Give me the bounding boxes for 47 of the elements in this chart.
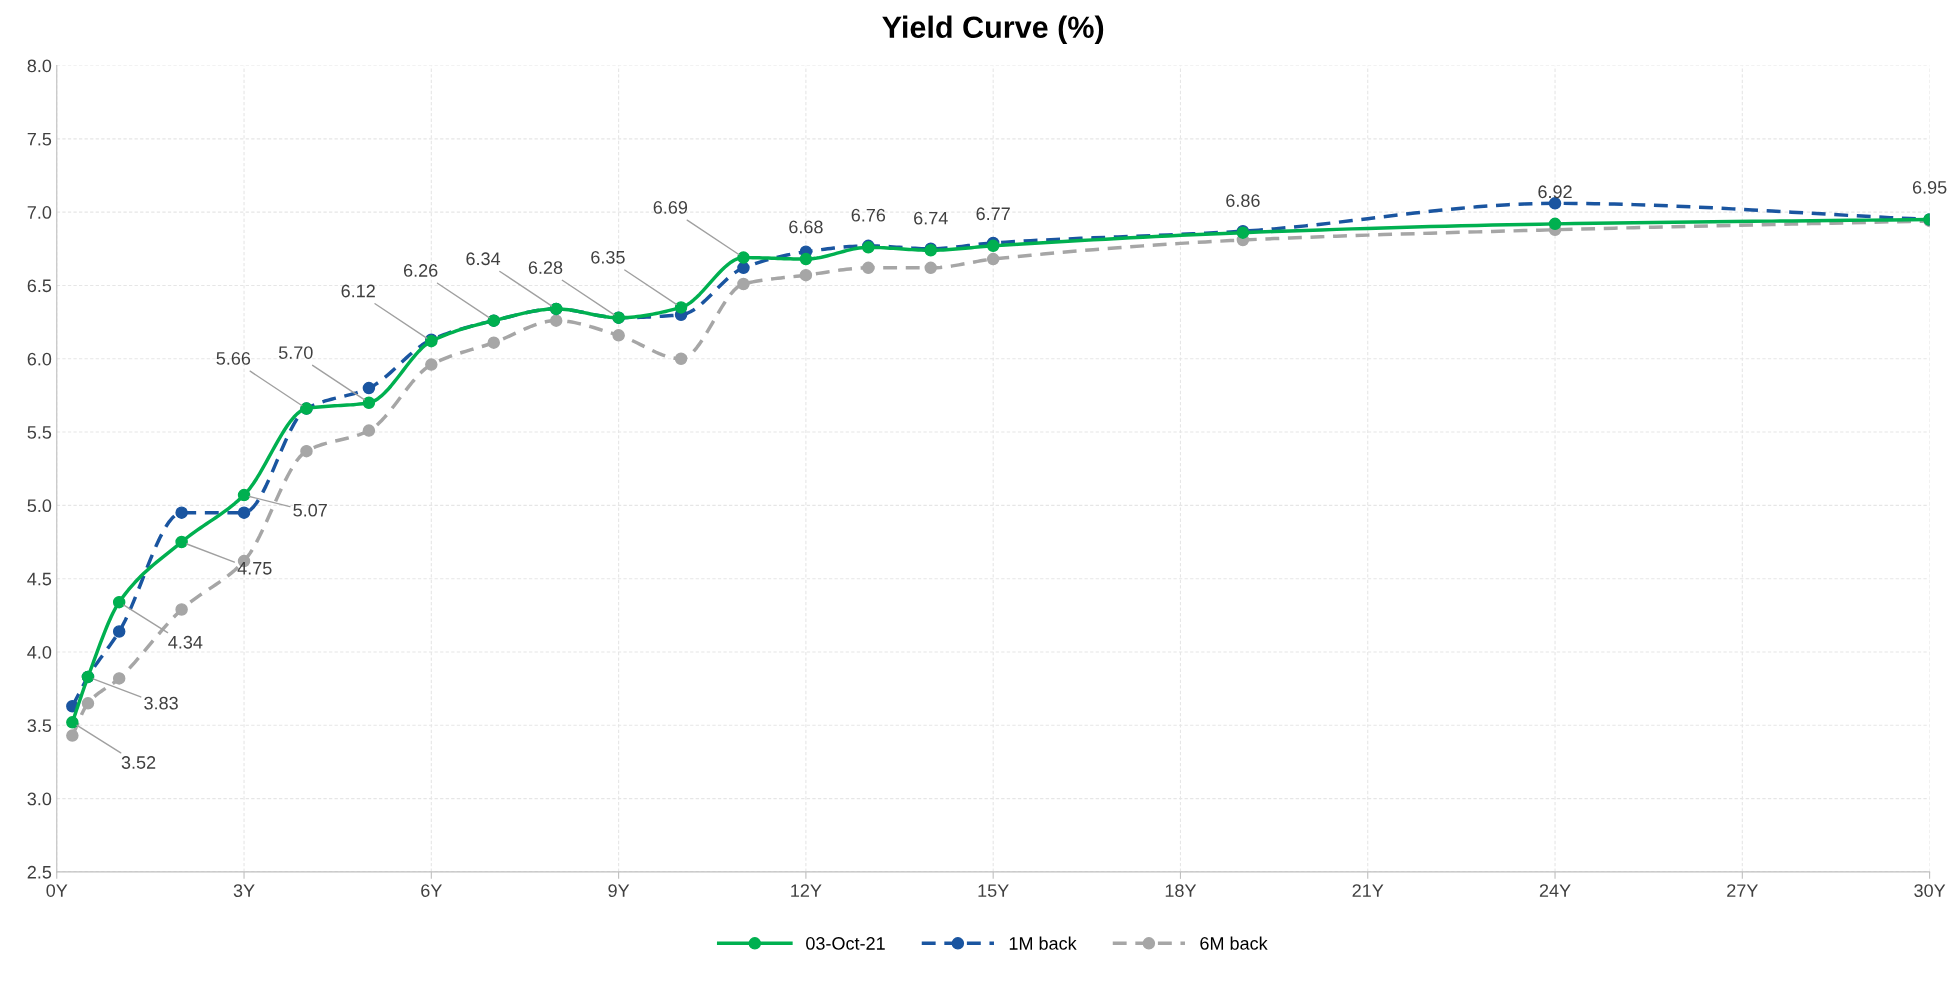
data-label: 5.07 [293, 503, 327, 517]
data-label: 4.34 [168, 635, 203, 649]
data-label: 6.95 [1912, 180, 1947, 194]
legend-label: 6M back [1200, 936, 1268, 950]
x-tick-label: 15Y [978, 884, 1009, 897]
data-label: 6.12 [341, 284, 375, 298]
data-label: 5.70 [278, 346, 313, 359]
legend-label: 03-Oct-21 [806, 937, 885, 950]
x-tick-label: 0Y [46, 884, 68, 897]
x-tick-label: 30Y [1914, 884, 1946, 897]
chart-title: Yield Curve (%) [882, 15, 1104, 45]
legend-label: 1M back [1009, 936, 1077, 950]
data-label: 6.35 [591, 250, 625, 264]
y-tick-label: 6.0 [27, 352, 52, 366]
data-label: 6.68 [789, 220, 823, 234]
x-tick-label: 12Y [791, 884, 822, 897]
x-tick-label: 6Y [421, 884, 442, 897]
y-tick-label: 8.0 [27, 59, 52, 73]
data-label: 6.77 [976, 207, 1010, 221]
data-label: 6.92 [1538, 185, 1572, 199]
data-label: 4.75 [237, 562, 272, 575]
y-tick-label: 4.5 [27, 572, 52, 586]
data-label: 6.86 [1226, 194, 1260, 207]
data-label: 6.69 [653, 201, 688, 214]
data-label: 6.34 [466, 252, 501, 266]
x-tick-label: 27Y [1727, 884, 1758, 897]
data-label: 5.66 [216, 352, 251, 365]
data-label: 6.74 [914, 211, 948, 225]
y-tick-label: 2.5 [27, 865, 52, 879]
data-label: 3.83 [144, 696, 178, 710]
x-tick-label: 3Y [233, 884, 255, 897]
y-tick-label: 7.0 [27, 206, 52, 219]
x-tick-label: 21Y [1352, 884, 1384, 897]
data-label: 6.26 [403, 264, 438, 277]
data-label: 6.28 [528, 261, 563, 274]
y-tick-label: 5.5 [27, 426, 52, 439]
y-tick-label: 4.0 [27, 645, 52, 659]
x-tick-label: 18Y [1165, 884, 1197, 897]
y-tick-label: 3.5 [27, 719, 52, 733]
x-tick-label: 9Y [608, 884, 630, 897]
y-tick-label: 6.5 [27, 279, 52, 293]
x-tick-label: 24Y [1539, 884, 1571, 897]
y-tick-label: 3.0 [27, 792, 52, 806]
data-label: 3.52 [121, 756, 156, 769]
y-tick-label: 5.0 [27, 499, 52, 513]
data-label: 6.76 [851, 208, 886, 222]
y-tick-label: 7.5 [27, 132, 52, 146]
